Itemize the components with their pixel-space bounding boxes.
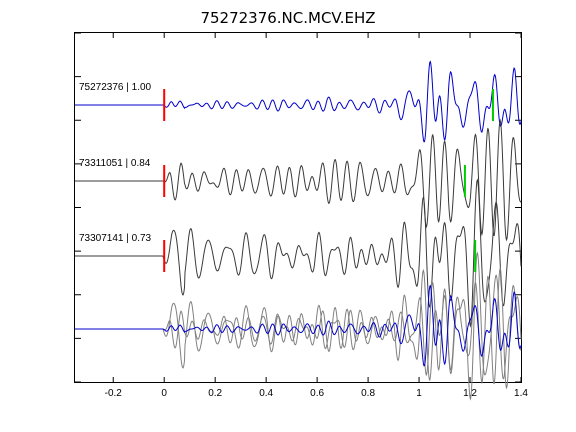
trace-73307141 [75,178,522,328]
chart-title: 75272376.NC.MCV.EHZ [200,9,375,27]
overlay-stack [75,251,522,401]
trace-73311051 [75,118,522,242]
trace-labels: 75272376 | 1.00 73311051 | 0.84 73307141 |… [79,82,152,244]
trace-75272376 [75,60,522,143]
plot-frame [74,32,522,383]
x-tick-label: 1.4 [514,388,528,399]
phase-picks [163,89,494,272]
x-tick-label: 1.2 [463,388,477,399]
x-tick-label: 0.6 [310,388,324,399]
traces [75,60,522,328]
x-tick-label: 0.8 [361,388,375,399]
overlay-trace-73311051 [75,266,522,390]
x-tick-label: -0.2 [105,388,123,399]
trace-label: 73307141 | 0.73 [79,233,152,244]
x-tick-label: 0.4 [259,388,273,399]
x-tick-label: 0 [161,388,167,399]
trace-label: 75272376 | 1.00 [79,82,152,93]
x-tick-label: 0.2 [208,388,222,399]
x-tick-label: 1 [416,388,422,399]
trace-label: 73311051 | 0.84 [79,158,151,169]
overlay-trace-75272376 [75,284,522,367]
